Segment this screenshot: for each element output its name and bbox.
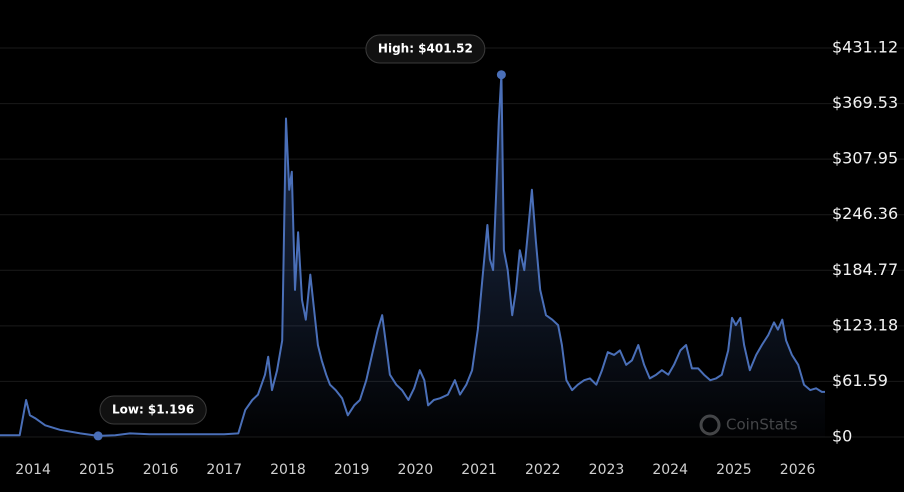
- y-tick-label: $61.59: [832, 371, 888, 390]
- annotation-box: [99, 395, 207, 425]
- y-tick-label: $307.95: [832, 149, 898, 168]
- x-tick-label: 2019: [334, 462, 370, 478]
- y-tick-label: $369.53: [832, 93, 898, 112]
- x-tick-label: 2017: [206, 462, 242, 478]
- annotation-label: High: $401.52: [378, 42, 473, 56]
- x-tick-label: 2024: [652, 462, 688, 478]
- annotation-point: [93, 431, 103, 441]
- x-tick-label: 2022: [525, 462, 561, 478]
- y-tick-label: $123.18: [832, 315, 898, 334]
- x-tick-label: 2016: [143, 462, 179, 478]
- x-tick-label: 2026: [780, 462, 816, 478]
- x-tick-label: 2018: [270, 462, 306, 478]
- annotation-label: Low: $1.196: [112, 403, 194, 417]
- price-line: [0, 73, 825, 437]
- y-tick-label: $431.12: [832, 38, 898, 57]
- x-tick-label: 2021: [461, 462, 497, 478]
- annotation-point: [496, 70, 506, 80]
- annotation-box: [365, 34, 486, 64]
- x-tick-label: 2025: [716, 462, 752, 478]
- y-tick-label: $246.36: [832, 204, 898, 223]
- x-tick-label: 2020: [398, 462, 434, 478]
- y-tick-label: $0: [832, 427, 852, 446]
- area: [0, 74, 825, 437]
- y-tick-label: $184.77: [832, 260, 898, 279]
- x-tick-label: 2015: [79, 462, 115, 478]
- x-tick-label: 2014: [15, 462, 51, 478]
- x-tick-label: 2023: [589, 462, 625, 478]
